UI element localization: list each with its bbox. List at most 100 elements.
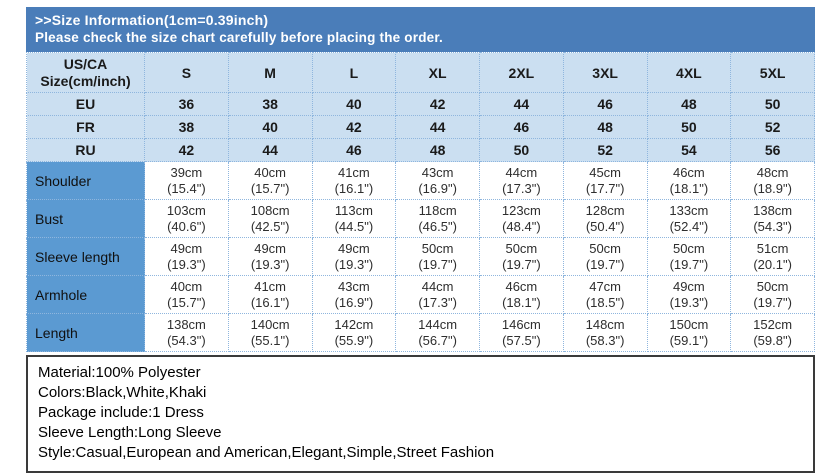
measurement-cm-value: 113cm (334, 202, 373, 218)
measurement-inch-value: (18.1") (502, 294, 541, 310)
measurement-cm-value: 50cm (505, 240, 538, 256)
measurement-cm-value: 47cm (589, 278, 622, 294)
measurement-inch-value: (17.7") (585, 180, 625, 196)
measurement-value-cell: 48cm (18.9") (730, 161, 815, 200)
measurement-cm-value: 138cm (753, 202, 793, 218)
table-corner-cell: US/CA Size(cm/inch) (26, 52, 145, 93)
region-size-value: 42 (144, 138, 229, 162)
measurement-value-cell: 46cm (18.1") (479, 275, 564, 314)
region-size-value: 44 (479, 92, 564, 116)
measurement-inch-value: (15.4") (167, 180, 206, 196)
measurement-value-cell: 39cm (15.4") (144, 161, 229, 200)
measurement-inch-value: (40.6") (167, 218, 206, 234)
measurement-inch-value: (20.1") (753, 256, 792, 272)
measurement-cm-value: 50cm (672, 240, 705, 256)
measurement-cm-value: 40cm (170, 278, 203, 294)
measurement-cm-value: 51cm (756, 240, 789, 256)
size-column-header: 3XL (562, 52, 648, 93)
region-size-value: 46 (562, 92, 648, 116)
measurement-row: Armhole 40cm (15.7") 41cm (16.1") 43cm (16.9")… (26, 275, 815, 314)
measurement-inch-value: (18.5") (585, 294, 625, 310)
measurement-value-cell: 43cm (16.9") (395, 161, 480, 200)
measurement-inch-value: (19.7") (669, 256, 709, 272)
measurement-cm-value: 41cm (254, 278, 287, 294)
measurement-inch-value: (19.3") (167, 256, 206, 272)
measurement-value-cell: 51cm (20.1") (730, 237, 815, 276)
measurement-cm-value: 138cm (166, 316, 206, 332)
measurement-value-cell: 40cm (15.7") (227, 161, 313, 200)
region-row-label: EU (26, 92, 145, 116)
measurement-value-cell: 50cm (19.7") (562, 237, 648, 276)
measurement-value-cell: 49cm (19.3") (227, 237, 313, 276)
measurement-cm-value: 49cm (672, 278, 705, 294)
measurement-cm-value: 43cm (337, 278, 370, 294)
region-size-value: 54 (646, 138, 732, 162)
measurement-inch-value: (54.3") (753, 218, 792, 234)
measurement-cm-value: 50cm (756, 278, 789, 294)
measurement-cm-value: 140cm (250, 316, 290, 332)
measurement-cm-value: 41cm (337, 164, 370, 180)
measurement-cm-value: 108cm (250, 202, 290, 218)
measurement-cm-value: 144cm (418, 316, 458, 332)
region-size-value: 40 (227, 115, 313, 139)
measurement-value-cell: 44cm (17.3") (479, 161, 564, 200)
measurement-cm-value: 45cm (589, 164, 622, 180)
measurement-value-cell: 49cm (19.3") (311, 237, 397, 276)
measurement-value-cell: 123cm (48.4") (479, 199, 564, 238)
measurement-value-cell: 150cm (59.1") (646, 313, 732, 352)
measurement-value-cell: 152cm (59.8") (730, 313, 815, 352)
measurement-value-cell: 43cm (16.9") (311, 275, 397, 314)
measurement-cm-value: 50cm (421, 240, 454, 256)
measurement-cm-value: 152cm (753, 316, 793, 332)
banner-subtitle: Please check the size chart carefully be… (35, 30, 444, 45)
measurement-inch-value: (46.5") (418, 218, 457, 234)
measurement-cm-value: 50cm (589, 240, 622, 256)
measurement-inch-value: (55.1") (250, 332, 290, 348)
region-size-value: 42 (311, 115, 397, 139)
region-size-value: 48 (646, 92, 732, 116)
region-size-row: FR 38 40 42 44 46 48 50 52 (26, 115, 815, 139)
measurement-value-cell: 40cm (15.7") (144, 275, 229, 314)
measurement-value-cell: 138cm (54.3") (144, 313, 229, 352)
measurement-row-label: Length (26, 313, 145, 352)
region-size-value: 38 (144, 115, 229, 139)
region-size-value: 46 (311, 138, 397, 162)
size-column-header: XL (395, 52, 480, 93)
measurement-inch-value: (16.9") (418, 180, 457, 196)
measurement-value-cell: 118cm (46.5") (395, 199, 480, 238)
region-size-value: 50 (730, 92, 815, 116)
measurement-row-label: Shoulder (26, 161, 145, 200)
region-size-value: 44 (395, 115, 480, 139)
measurement-inch-value: (52.4") (669, 218, 709, 234)
measurement-cm-value: 43cm (421, 164, 454, 180)
measurement-inch-value: (48.4") (502, 218, 541, 234)
size-column-header: M (227, 52, 313, 93)
measurement-cm-value: 146cm (501, 316, 541, 332)
measurement-value-cell: 50cm (19.7") (646, 237, 732, 276)
measurement-cm-value: 103cm (166, 202, 206, 218)
measurement-inch-value: (19.7") (502, 256, 541, 272)
region-size-value: 46 (479, 115, 564, 139)
region-size-value: 40 (311, 92, 397, 116)
measurement-inch-value: (15.7") (250, 180, 290, 196)
measurement-value-cell: 128cm (50.4") (562, 199, 648, 238)
measurement-cm-value: 48cm (756, 164, 789, 180)
size-column-header: S (144, 52, 229, 93)
region-size-value: 52 (562, 138, 648, 162)
measurement-inch-value: (18.1") (669, 180, 709, 196)
corner-label-line1: US/CA (63, 55, 108, 72)
size-column-header: 2XL (479, 52, 564, 93)
region-size-row: EU 36 38 40 42 44 46 48 50 (26, 92, 815, 116)
measurement-cm-value: 49cm (254, 240, 287, 256)
measurement-inch-value: (16.9") (334, 294, 374, 310)
measurement-inch-value: (19.7") (753, 294, 792, 310)
measurement-inch-value: (16.1") (250, 294, 290, 310)
measurement-cm-value: 40cm (254, 164, 287, 180)
measurement-cm-value: 150cm (669, 316, 709, 332)
measurement-cm-value: 123cm (501, 202, 541, 218)
region-size-value: 42 (395, 92, 480, 116)
measurement-inch-value: (54.3") (167, 332, 206, 348)
measurement-value-cell: 49cm (19.3") (646, 275, 732, 314)
measurement-value-cell: 113cm (44.5") (311, 199, 397, 238)
measurement-inch-value: (59.8") (753, 332, 792, 348)
